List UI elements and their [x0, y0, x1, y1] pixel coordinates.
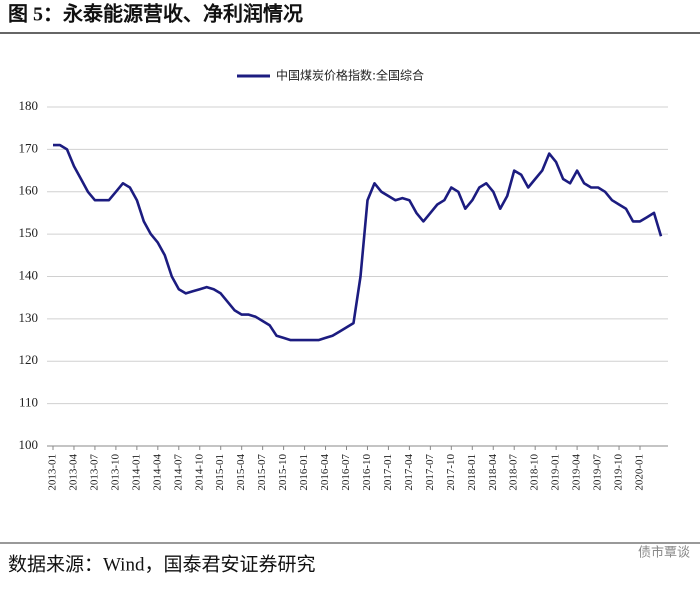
- x-tick-label: 2015-07: [256, 454, 268, 491]
- y-tick-label: 180: [19, 98, 39, 113]
- chart-title: 图 5：永泰能源营收、净利润情况: [8, 2, 303, 26]
- x-tick-label: 2013-01: [47, 454, 59, 491]
- y-tick-label: 110: [19, 395, 38, 410]
- x-tick-label: 2015-04: [235, 454, 247, 491]
- x-tick-label: 2014-10: [193, 454, 205, 491]
- x-tick-label: 2019-10: [613, 454, 625, 491]
- x-tick-label: 2020-01: [634, 454, 646, 491]
- x-tick-label: 2013-04: [67, 454, 79, 491]
- x-tick-label: 2013-10: [109, 454, 121, 491]
- x-tick-label: 2016-04: [319, 454, 331, 491]
- y-tick-label: 160: [19, 183, 39, 198]
- x-tick-label: 2014-01: [130, 454, 142, 491]
- x-tick-label: 2017-01: [382, 454, 394, 491]
- y-tick-label: 150: [19, 225, 39, 240]
- x-tick-label: 2013-07: [88, 454, 100, 491]
- x-tick-label: 2019-01: [550, 454, 562, 491]
- x-tick-label: 2017-04: [403, 454, 415, 491]
- x-tick-label: 2019-04: [571, 454, 583, 491]
- x-tick-label: 2016-07: [340, 454, 352, 491]
- legend-label: 中国煤炭价格指数:全国综合: [276, 68, 424, 83]
- y-tick-label: 140: [19, 267, 39, 282]
- x-tick-label: 2018-07: [508, 454, 520, 491]
- watermark: 债市覃谈: [638, 545, 690, 561]
- x-tick-label: 2016-01: [298, 454, 310, 491]
- x-tick-label: 2018-01: [466, 454, 478, 491]
- source: 数据来源：Wind，国泰君安证券研究: [8, 553, 315, 575]
- x-tick-label: 2015-01: [214, 454, 226, 491]
- data-line: [53, 143, 663, 342]
- x-tick-label: 2014-07: [172, 454, 184, 491]
- x-tick-label: 2018-04: [487, 454, 499, 491]
- x-tick-label: 2016-10: [361, 454, 373, 491]
- y-tick-label: 170: [19, 140, 39, 155]
- y-tick-label: 100: [19, 437, 39, 452]
- y-tick-label: 120: [19, 352, 39, 367]
- x-tick-label: 2017-10: [445, 454, 457, 491]
- x-tick-label: 2017-07: [424, 454, 436, 491]
- x-tick-label: 2019-07: [592, 454, 604, 491]
- x-tick-label: 2018-10: [529, 454, 541, 491]
- x-tick-label: 2015-10: [277, 454, 289, 491]
- y-tick-label: 130: [19, 310, 39, 325]
- x-tick-label: 2014-04: [151, 454, 163, 491]
